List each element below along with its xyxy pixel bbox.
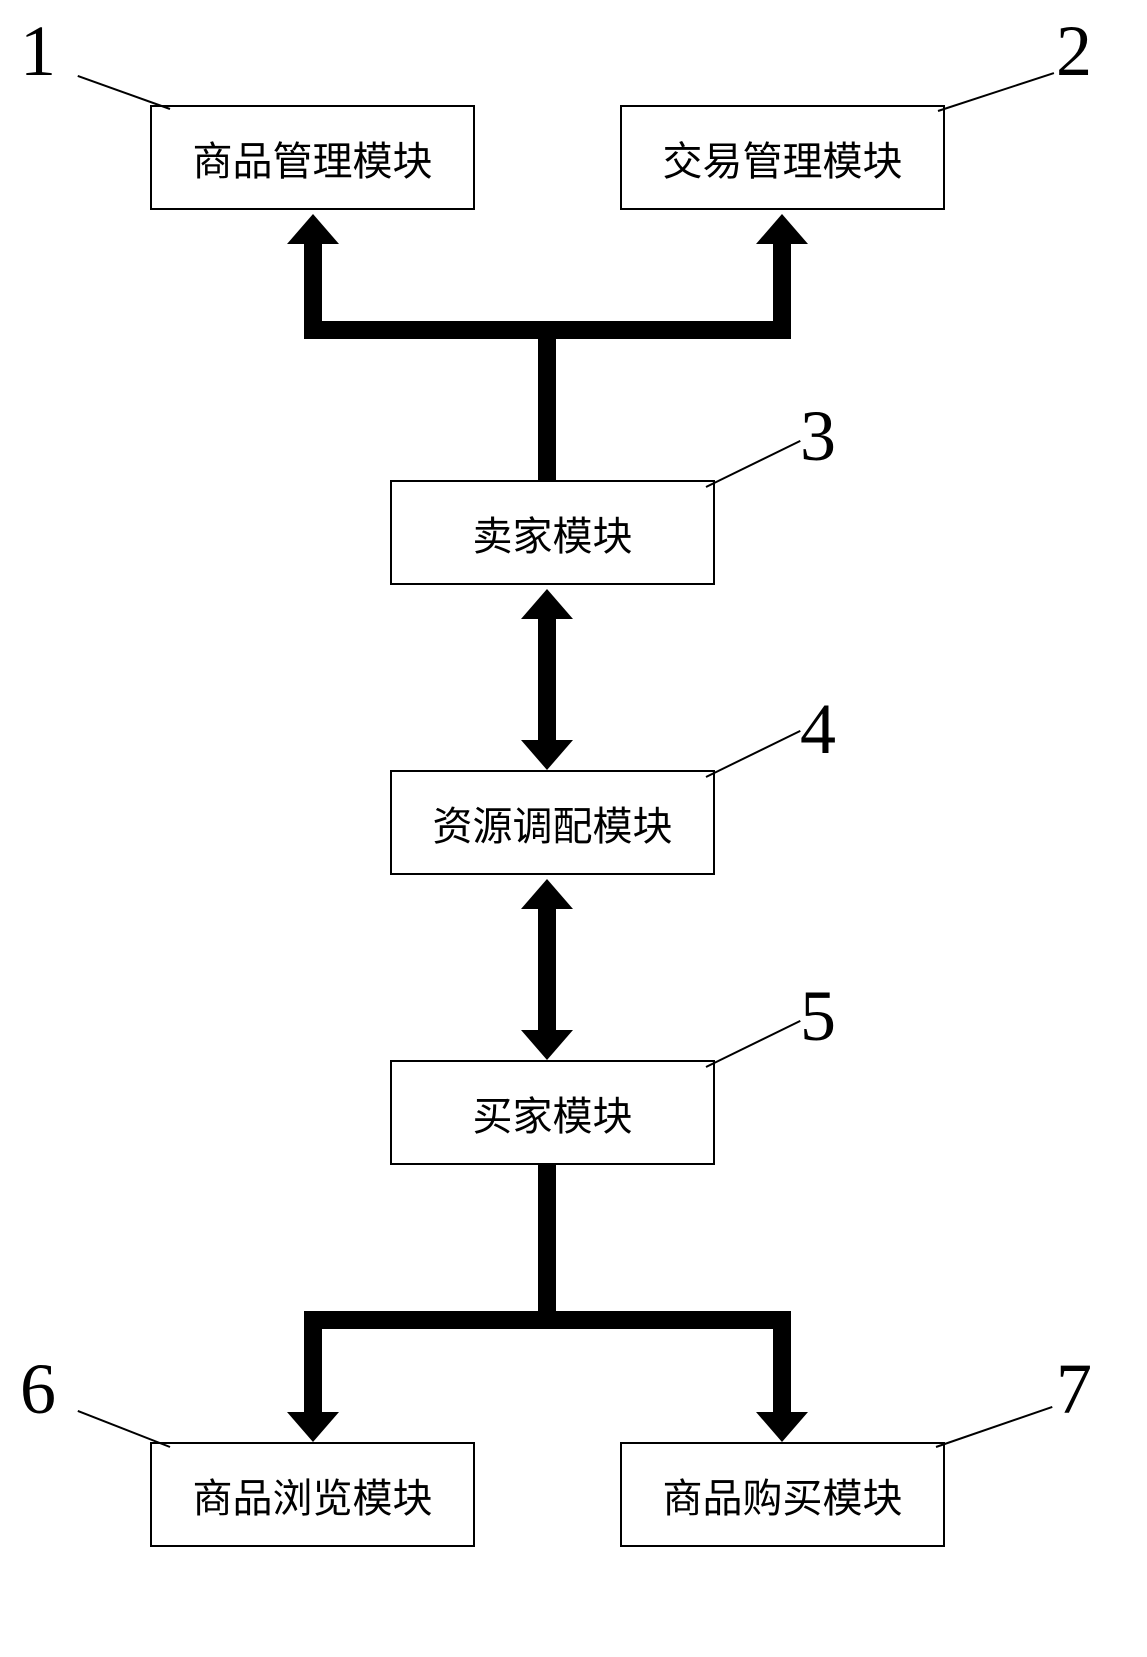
node-label: 交易管理模块 bbox=[663, 129, 903, 187]
arrowhead-down bbox=[521, 740, 573, 770]
node-number: 1 bbox=[20, 10, 56, 93]
connector-vertical bbox=[773, 1311, 791, 1412]
connector-vertical bbox=[538, 321, 556, 480]
node-number: 2 bbox=[1056, 10, 1092, 93]
leader-line bbox=[936, 1406, 1053, 1448]
node-label: 商品管理模块 bbox=[193, 129, 433, 187]
leader-line bbox=[938, 72, 1055, 112]
arrowhead-down bbox=[521, 1030, 573, 1060]
connector-vertical bbox=[773, 240, 791, 339]
arrowhead-down bbox=[756, 1412, 808, 1442]
leader-line bbox=[78, 75, 171, 110]
connector-horizontal bbox=[304, 1311, 791, 1329]
node-n6: 商品浏览模块 bbox=[150, 1442, 475, 1547]
node-number: 4 bbox=[800, 688, 836, 771]
leader-line bbox=[78, 1410, 171, 1448]
arrowhead-up bbox=[756, 214, 808, 244]
arrowhead-up bbox=[521, 589, 573, 619]
leader-line bbox=[706, 440, 801, 488]
arrowhead-down bbox=[287, 1412, 339, 1442]
node-label: 卖家模块 bbox=[473, 504, 633, 562]
node-number: 7 bbox=[1056, 1348, 1092, 1431]
leader-line bbox=[706, 730, 801, 778]
node-n3: 卖家模块 bbox=[390, 480, 715, 585]
node-number: 5 bbox=[800, 975, 836, 1058]
connector-vertical bbox=[538, 901, 556, 1034]
node-n5: 买家模块 bbox=[390, 1060, 715, 1165]
node-n1: 商品管理模块 bbox=[150, 105, 475, 210]
node-n4: 资源调配模块 bbox=[390, 770, 715, 875]
node-number: 6 bbox=[20, 1348, 56, 1431]
node-label: 买家模块 bbox=[473, 1084, 633, 1142]
node-label: 商品购买模块 bbox=[663, 1466, 903, 1524]
leader-line bbox=[706, 1020, 801, 1068]
arrowhead-up bbox=[521, 879, 573, 909]
connector-horizontal bbox=[304, 321, 791, 339]
connector-vertical bbox=[304, 240, 322, 339]
node-n2: 交易管理模块 bbox=[620, 105, 945, 210]
connector-vertical bbox=[538, 611, 556, 744]
node-number: 3 bbox=[800, 395, 836, 478]
node-n7: 商品购买模块 bbox=[620, 1442, 945, 1547]
node-label: 资源调配模块 bbox=[433, 794, 673, 852]
connector-vertical bbox=[304, 1311, 322, 1412]
arrowhead-up bbox=[287, 214, 339, 244]
node-label: 商品浏览模块 bbox=[193, 1466, 433, 1524]
connector-vertical bbox=[538, 1165, 556, 1329]
